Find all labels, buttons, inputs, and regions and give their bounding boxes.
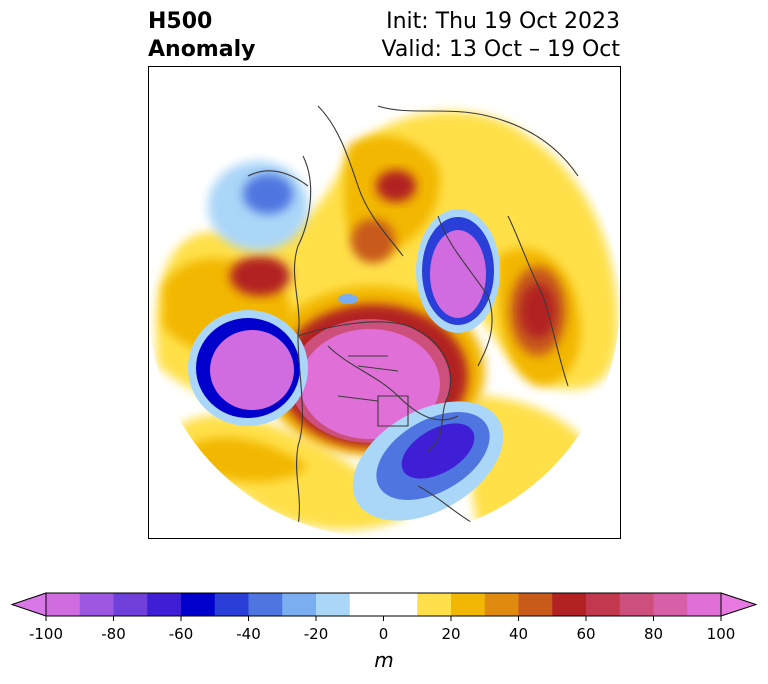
colorbar-tick-label: 0 — [379, 625, 389, 643]
colorbar-unit-label: m — [374, 648, 393, 672]
colorbar-cell — [653, 593, 688, 616]
negative-nw-core — [243, 174, 293, 214]
colorbar-tick-label: -60 — [169, 625, 194, 643]
colorbar-extend-high — [720, 592, 758, 617]
init-label: Init: Thu 19 Oct 2023 — [386, 9, 620, 34]
time-info: Init: Thu 19 Oct 2023 Valid: 13 Oct – 19… — [382, 8, 620, 64]
title-line-2: Anomaly — [148, 37, 256, 62]
map-title: H500 Anomaly — [148, 8, 255, 64]
red-max-west — [230, 256, 290, 296]
colorbar-cell — [586, 593, 621, 616]
colorbar-tick-label: 100 — [707, 625, 736, 643]
colorbar-cell — [316, 593, 351, 616]
red-max-north-1 — [351, 219, 395, 263]
anomaly-map — [148, 66, 621, 539]
negative-atlantic-core — [401, 423, 475, 479]
colorbar-tick-label: 20 — [441, 625, 460, 643]
colorbar-cell — [46, 593, 81, 616]
colorbar-cell — [417, 593, 452, 616]
colorbar-cell — [181, 593, 216, 616]
colorbar-cell — [147, 593, 182, 616]
colorbar-cell — [518, 593, 553, 616]
colorbar-cells — [10, 592, 758, 617]
red-max-east-core — [520, 283, 556, 339]
colorbar-cell — [687, 593, 722, 616]
colorbar-cell — [113, 593, 148, 616]
colorbar-tick-label: 40 — [509, 625, 528, 643]
colorbar-tick-label: 80 — [644, 625, 663, 643]
negative-pacific-core — [210, 330, 294, 410]
red-max-north-2 — [376, 170, 416, 202]
colorbar-tick-label: -40 — [236, 625, 261, 643]
colorbar-cell — [282, 593, 317, 616]
title-line-1: H500 — [148, 9, 213, 34]
colorbar-tick-label: -100 — [29, 625, 63, 643]
coastlines — [247, 105, 579, 527]
valid-label: Valid: 13 Oct – 19 Oct — [381, 37, 620, 62]
negative-polar-core — [430, 230, 486, 318]
colorbar-cell — [349, 593, 418, 616]
colorbar-ticks: -100 -80 -60 -40 -20 0 20 40 60 80 100 — [29, 616, 735, 643]
colorbar-cell — [484, 593, 519, 616]
colorbar-cell — [79, 593, 114, 616]
colorbar-tick-label: -80 — [101, 625, 126, 643]
colorbar-cell — [214, 593, 249, 616]
map-frame — [148, 66, 621, 539]
positive-core-magenta — [300, 329, 440, 439]
colorbar-cell — [552, 593, 587, 616]
colorbar-tick-label: -20 — [304, 625, 329, 643]
negative-small-center — [338, 294, 358, 304]
colorbar-extend-low — [10, 592, 47, 617]
colorbar: -100 -80 -60 -40 -20 0 20 40 60 80 100 m — [10, 592, 758, 672]
colorbar-tick-label: 60 — [576, 625, 595, 643]
colorbar-cell — [248, 593, 283, 616]
colorbar-cell — [619, 593, 654, 616]
colorbar-cell — [451, 593, 486, 616]
